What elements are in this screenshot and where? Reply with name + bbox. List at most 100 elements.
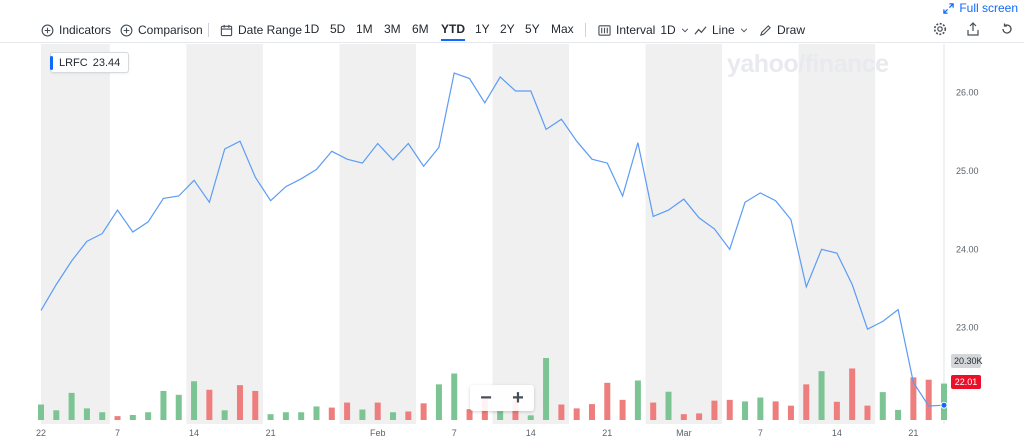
y-tick-label: 26.00 bbox=[956, 88, 979, 98]
volume-bar bbox=[114, 416, 121, 420]
volume-bar bbox=[313, 406, 320, 420]
zoom-out-button[interactable]: − bbox=[480, 387, 492, 409]
pencil-icon bbox=[759, 24, 771, 36]
week-band bbox=[798, 44, 876, 424]
volume-bar bbox=[680, 414, 687, 420]
full-screen-button[interactable]: Full screen bbox=[943, 1, 1018, 15]
volume-bar bbox=[910, 377, 917, 420]
chevron-down-icon bbox=[740, 28, 747, 33]
last-price-marker bbox=[940, 401, 948, 409]
date-range-label: Date Range bbox=[238, 23, 303, 37]
volume-bar bbox=[787, 405, 794, 420]
volume-bar bbox=[466, 409, 473, 420]
volume-bar bbox=[420, 403, 427, 420]
settings-icon[interactable] bbox=[933, 22, 947, 36]
chart-canvas: 26.00 25.00 24.00 23.00 22 7 14 21 Feb 7 14 21 Mar 7 1… bbox=[36, 44, 979, 438]
week-band bbox=[41, 44, 110, 424]
volume-bar bbox=[252, 390, 259, 420]
volume-bar bbox=[435, 384, 442, 420]
range-5y[interactable]: 5Y bbox=[525, 22, 540, 36]
last-price-badge: 22.01 bbox=[951, 375, 981, 389]
volume-bar bbox=[925, 379, 932, 420]
comparison-button[interactable]: Comparison bbox=[120, 22, 203, 38]
date-range-button[interactable]: Date Range bbox=[220, 22, 302, 38]
y-tick-label: 23.00 bbox=[956, 323, 979, 333]
volume-bar bbox=[191, 381, 198, 420]
interval-value: 1D bbox=[660, 23, 676, 37]
chart-toolbar: Indicators Comparison Date Range 1D 5D 1… bbox=[0, 18, 1024, 43]
volume-badge: 20.30K bbox=[951, 354, 983, 368]
volume-bar bbox=[711, 400, 718, 420]
toolbar-divider bbox=[208, 23, 209, 37]
plus-circle-icon bbox=[41, 24, 54, 36]
range-6m[interactable]: 6M bbox=[412, 22, 429, 36]
range-max[interactable]: Max bbox=[551, 22, 574, 36]
range-2y[interactable]: 2Y bbox=[500, 22, 515, 36]
interval-label: Interval bbox=[616, 23, 656, 37]
x-tick-label: 14 bbox=[189, 428, 199, 438]
volume-bar bbox=[665, 391, 672, 420]
volume-bar bbox=[160, 390, 167, 420]
volume-bar bbox=[267, 414, 274, 420]
volume-bar bbox=[206, 389, 213, 420]
volume-bar bbox=[864, 405, 871, 420]
volume-bar bbox=[328, 407, 335, 420]
reset-icon[interactable] bbox=[1000, 22, 1014, 36]
price-chart[interactable]: 26.00 25.00 24.00 23.00 22 7 14 21 Feb 7 14 21 Mar 7 1… bbox=[0, 44, 1024, 441]
volume-bar bbox=[298, 412, 305, 420]
volume-bar bbox=[757, 397, 764, 420]
volume-bar bbox=[451, 373, 458, 420]
x-tick-label: 22 bbox=[36, 428, 46, 438]
range-5d[interactable]: 5D bbox=[330, 22, 346, 36]
draw-label: Draw bbox=[777, 23, 806, 37]
volume-bar bbox=[879, 392, 886, 420]
range-ytd[interactable]: YTD bbox=[441, 22, 465, 41]
x-tick-label: 21 bbox=[266, 428, 276, 438]
symbol-legend[interactable]: LRFC 23.44 bbox=[50, 52, 130, 73]
comparison-label: Comparison bbox=[138, 23, 203, 37]
range-3m[interactable]: 3M bbox=[384, 22, 401, 36]
range-1d[interactable]: 1D bbox=[304, 22, 320, 36]
week-band bbox=[492, 44, 570, 424]
volume-bar bbox=[497, 411, 504, 420]
x-tick-label: 14 bbox=[526, 428, 536, 438]
legend-symbol: LRFC bbox=[59, 56, 88, 69]
line-chart-icon bbox=[694, 25, 707, 35]
candles-icon bbox=[598, 24, 611, 36]
volume-bar bbox=[83, 408, 90, 420]
indicators-button[interactable]: Indicators bbox=[41, 22, 111, 38]
volume-bar bbox=[895, 409, 902, 420]
volume-bar bbox=[803, 384, 810, 420]
legend-price: 23.44 bbox=[92, 56, 121, 69]
interval-button[interactable]: Interval 1D bbox=[598, 22, 689, 38]
line-type-button[interactable]: Line bbox=[694, 22, 748, 38]
volume-bar bbox=[38, 404, 44, 420]
volume-bar bbox=[359, 409, 366, 420]
volume-bar bbox=[849, 368, 856, 420]
volume-bar bbox=[175, 394, 182, 420]
full-screen-label: Full screen bbox=[959, 1, 1018, 15]
zoom-in-button[interactable]: + bbox=[512, 387, 524, 409]
volume-bar bbox=[145, 412, 152, 420]
share-icon[interactable] bbox=[966, 22, 980, 36]
volume-bar bbox=[604, 382, 611, 420]
volume-bar bbox=[742, 401, 749, 420]
x-tick-label: 7 bbox=[452, 428, 457, 438]
x-tick-label: Feb bbox=[370, 428, 386, 438]
line-type-label: Line bbox=[712, 23, 735, 37]
volume-bar bbox=[818, 371, 825, 420]
range-1y[interactable]: 1Y bbox=[475, 22, 490, 36]
chevron-down-icon bbox=[681, 28, 688, 33]
volume-bar bbox=[543, 358, 550, 420]
volume-bar bbox=[619, 399, 626, 420]
week-band bbox=[186, 44, 263, 424]
y-tick-label: 25.00 bbox=[956, 166, 979, 176]
x-tick-label: 7 bbox=[758, 428, 763, 438]
volume-bar bbox=[53, 410, 60, 420]
week-band bbox=[645, 44, 723, 424]
volume-bar bbox=[405, 411, 412, 420]
series-color-marker bbox=[50, 56, 53, 70]
range-1m[interactable]: 1M bbox=[356, 22, 373, 36]
yahoo-finance-watermark: yahoo/finance bbox=[727, 50, 889, 78]
draw-button[interactable]: Draw bbox=[759, 22, 805, 38]
